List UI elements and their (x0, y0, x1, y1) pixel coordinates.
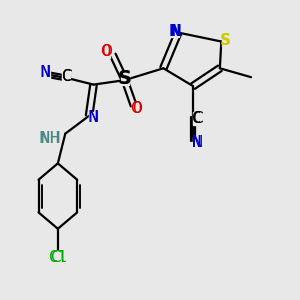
Text: O: O (130, 101, 142, 116)
Text: N: N (89, 110, 98, 125)
Text: S: S (221, 32, 230, 47)
Text: N: N (40, 65, 51, 80)
Bar (102, 46, 110, 58)
Bar (50, 251, 66, 263)
Text: N: N (171, 24, 180, 39)
Text: N: N (192, 135, 202, 150)
Text: O: O (100, 44, 112, 59)
Text: Cl: Cl (49, 250, 67, 265)
Bar (62, 70, 70, 83)
Bar (133, 103, 141, 115)
Text: N: N (88, 110, 99, 125)
Bar (121, 72, 129, 85)
Text: O: O (132, 101, 141, 116)
Bar (193, 136, 201, 149)
Bar (41, 67, 50, 79)
Text: C: C (61, 69, 71, 84)
Text: C: C (61, 69, 71, 84)
Bar (89, 112, 98, 124)
Text: Cl: Cl (50, 250, 65, 265)
Text: S: S (119, 69, 130, 88)
Text: S: S (118, 69, 132, 88)
Bar (222, 34, 230, 46)
Text: S: S (220, 32, 231, 47)
Bar (171, 25, 179, 38)
Text: C: C (192, 111, 202, 126)
Text: C: C (192, 111, 202, 126)
Text: NH: NH (41, 130, 60, 146)
Text: NH: NH (39, 130, 62, 146)
Bar (193, 112, 201, 125)
Text: N: N (191, 135, 203, 150)
Text: N: N (41, 65, 50, 80)
Text: O: O (101, 44, 111, 59)
Bar (42, 132, 59, 144)
Text: N: N (169, 24, 182, 39)
